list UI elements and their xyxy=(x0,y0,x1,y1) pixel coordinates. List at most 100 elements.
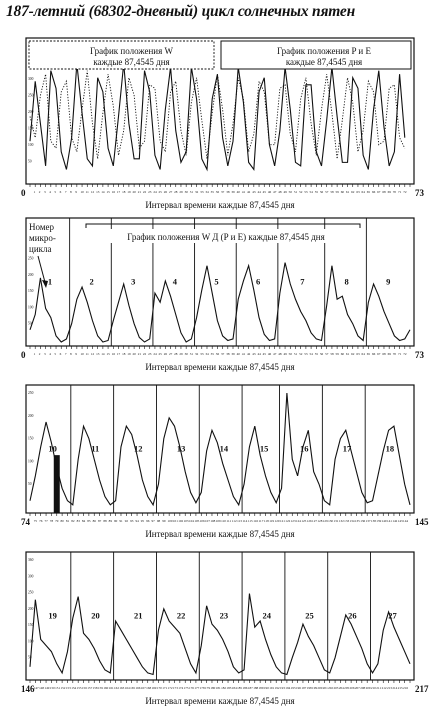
x-tick-label: 46 xyxy=(268,190,272,194)
x-tick-label: 8 xyxy=(70,190,72,194)
x-tick-label: 29 xyxy=(179,190,183,194)
x-tick-label: 100 xyxy=(168,519,173,523)
x-tick-label: 23 xyxy=(148,190,152,194)
x-tick-label: 161 xyxy=(109,686,114,690)
y-tick-label: 200 xyxy=(28,110,34,114)
x-tick-label: 95 xyxy=(141,519,145,523)
x-tick-label: 198 xyxy=(307,686,312,690)
x-tick-label: 22 xyxy=(143,190,147,194)
x-tick-label: 62 xyxy=(351,352,355,356)
series-line-solid xyxy=(29,593,411,676)
x-tick-label: 31 xyxy=(190,352,194,356)
x-tick-label: 70 xyxy=(393,190,397,194)
x-tick-label: 40 xyxy=(237,352,241,356)
x-tick-label: 77 xyxy=(44,519,48,523)
x-tick-label: 90 xyxy=(114,519,118,523)
x-tick-label: 24 xyxy=(153,352,157,356)
x-tick-label: 81 xyxy=(66,519,70,523)
cycle-number-label: 20 xyxy=(91,611,100,621)
x-tick-label: 41 xyxy=(242,352,246,356)
x-tick-label: 26 xyxy=(164,190,168,194)
y-tick-label: 360 xyxy=(28,558,34,562)
x-tick-label: 182 xyxy=(221,686,226,690)
x-tick-label: 42 xyxy=(247,352,251,356)
x-tick-label: 55 xyxy=(315,190,319,194)
x-tick-label: 80 xyxy=(61,519,65,523)
x-tick-label: 39 xyxy=(231,190,235,194)
x-tick-label: 34 xyxy=(205,190,209,194)
y-tick-label: 150 xyxy=(28,623,34,627)
x-tick-label: 19 xyxy=(127,190,131,194)
x-tick-label: 165 xyxy=(130,686,135,690)
x-tick-label: 7 xyxy=(65,190,67,194)
x-tick-label: 16 xyxy=(112,352,116,356)
x-tick-label: 16 xyxy=(112,190,116,194)
x-tick-label: 60 xyxy=(341,190,345,194)
x-tick-label: 64 xyxy=(362,190,366,194)
x-tick-label: 202 xyxy=(328,686,333,690)
series-line-solid xyxy=(29,392,411,507)
cycle-number-label: 19 xyxy=(48,611,57,621)
x-tick-label: 26 xyxy=(164,352,168,356)
annotation-arrowhead xyxy=(42,280,48,288)
x-tick-label: 35 xyxy=(211,352,215,356)
x-tick-label: 167 xyxy=(141,686,146,690)
x-tick-label: 41 xyxy=(242,190,246,194)
x-tick-label: 67 xyxy=(377,190,381,194)
x-tick-label: 21 xyxy=(138,352,142,356)
x-tick-label: 168 xyxy=(146,686,151,690)
x-tick-label: 42 xyxy=(247,190,251,194)
x-tick-label: 28 xyxy=(174,352,178,356)
x-tick-label: 6 xyxy=(60,352,62,356)
x-axis-label: Интервал времени каждые 87,4545 дня xyxy=(145,696,294,706)
x-tick-label: 189 xyxy=(259,686,264,690)
x-tick-label: 200 xyxy=(317,686,322,690)
x-tick-label: 25 xyxy=(159,352,163,356)
x-tick-label: 205 xyxy=(344,686,349,690)
x-tick-label: 105 xyxy=(194,519,199,523)
x-tick-label: 107 xyxy=(205,519,210,523)
x-tick-label: 69 xyxy=(388,352,392,356)
x-tick-label: 132 xyxy=(339,519,344,523)
y-tick-label: 200 xyxy=(28,273,34,277)
x-tick-label: 94 xyxy=(135,519,139,523)
x-end-label: 217 xyxy=(415,684,429,694)
x-tick-label: 57 xyxy=(325,352,329,356)
cycle-number-label: 11 xyxy=(91,444,99,454)
x-tick-label: 172 xyxy=(168,686,173,690)
y-tick-label: 100 xyxy=(28,639,34,643)
y-tick-label: 250 xyxy=(28,94,34,98)
chart-title: 187-летний (68302-дневный) цикл солнечны… xyxy=(6,3,355,20)
x-tick-label: 117 xyxy=(259,519,264,523)
cycle-number-label: 13 xyxy=(177,444,186,454)
x-tick-label: 142 xyxy=(392,519,397,523)
x-tick-label: 63 xyxy=(356,190,360,194)
x-tick-label: 137 xyxy=(366,519,371,523)
x-tick-label: 1 xyxy=(34,352,36,356)
x-tick-label: 109 xyxy=(216,519,221,523)
y-tick-label: 50 xyxy=(28,322,32,326)
x-tick-label: 61 xyxy=(346,352,350,356)
x-tick-label: 30 xyxy=(185,352,189,356)
x-tick-label: 157 xyxy=(87,686,92,690)
cycle-number-label: 27 xyxy=(388,611,397,621)
x-tick-label: 27 xyxy=(169,190,173,194)
x-tick-label: 125 xyxy=(301,519,306,523)
x-tick-label: 138 xyxy=(371,519,376,523)
x-tick-label: 53 xyxy=(304,190,308,194)
x-tick-label: 39 xyxy=(231,352,235,356)
y-tick-label: 200 xyxy=(28,607,34,611)
x-tick-label: 59 xyxy=(336,190,340,194)
x-tick-label: 76 xyxy=(39,519,43,523)
y-tick-label: 50 xyxy=(28,482,32,486)
y-tick-label: 100 xyxy=(28,305,34,309)
x-tick-label: 61 xyxy=(346,190,350,194)
x-tick-label: 82 xyxy=(71,519,75,523)
x-tick-label: 140 xyxy=(382,519,387,523)
x-tick-label: 192 xyxy=(275,686,280,690)
panel-frame xyxy=(25,551,415,681)
x-tick-label: 64 xyxy=(362,352,366,356)
x-tick-label: 92 xyxy=(125,519,129,523)
x-tick-label: 44 xyxy=(257,352,261,356)
